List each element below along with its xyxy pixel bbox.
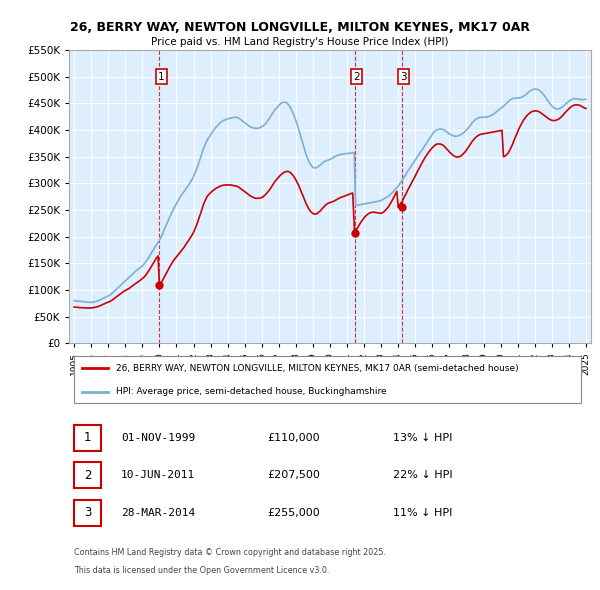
FancyBboxPatch shape [74,425,101,451]
Text: 3: 3 [401,71,407,81]
Text: 2: 2 [353,71,359,81]
Text: 13% ↓ HPI: 13% ↓ HPI [392,432,452,442]
Text: Contains HM Land Registry data © Crown copyright and database right 2025.: Contains HM Land Registry data © Crown c… [74,548,386,556]
Text: 26, BERRY WAY, NEWTON LONGVILLE, MILTON KEYNES, MK17 0AR (semi-detached house): 26, BERRY WAY, NEWTON LONGVILLE, MILTON … [116,363,518,373]
Text: 26, BERRY WAY, NEWTON LONGVILLE, MILTON KEYNES, MK17 0AR: 26, BERRY WAY, NEWTON LONGVILLE, MILTON … [70,21,530,34]
Text: Price paid vs. HM Land Registry's House Price Index (HPI): Price paid vs. HM Land Registry's House … [151,37,449,47]
Text: 3: 3 [84,506,91,519]
Text: £207,500: £207,500 [268,470,320,480]
Text: This data is licensed under the Open Government Licence v3.0.: This data is licensed under the Open Gov… [74,566,329,575]
Text: 2: 2 [84,468,92,481]
Text: HPI: Average price, semi-detached house, Buckinghamshire: HPI: Average price, semi-detached house,… [116,387,386,396]
Text: 28-MAR-2014: 28-MAR-2014 [121,508,196,517]
Text: 10-JUN-2011: 10-JUN-2011 [121,470,196,480]
Text: 22% ↓ HPI: 22% ↓ HPI [392,470,452,480]
Text: 01-NOV-1999: 01-NOV-1999 [121,432,196,442]
FancyBboxPatch shape [74,356,581,404]
FancyBboxPatch shape [74,500,101,526]
Text: £110,000: £110,000 [268,432,320,442]
Text: 1: 1 [158,71,164,81]
Text: 1: 1 [84,431,92,444]
FancyBboxPatch shape [74,463,101,488]
Text: £255,000: £255,000 [268,508,320,517]
Text: 11% ↓ HPI: 11% ↓ HPI [392,508,452,517]
